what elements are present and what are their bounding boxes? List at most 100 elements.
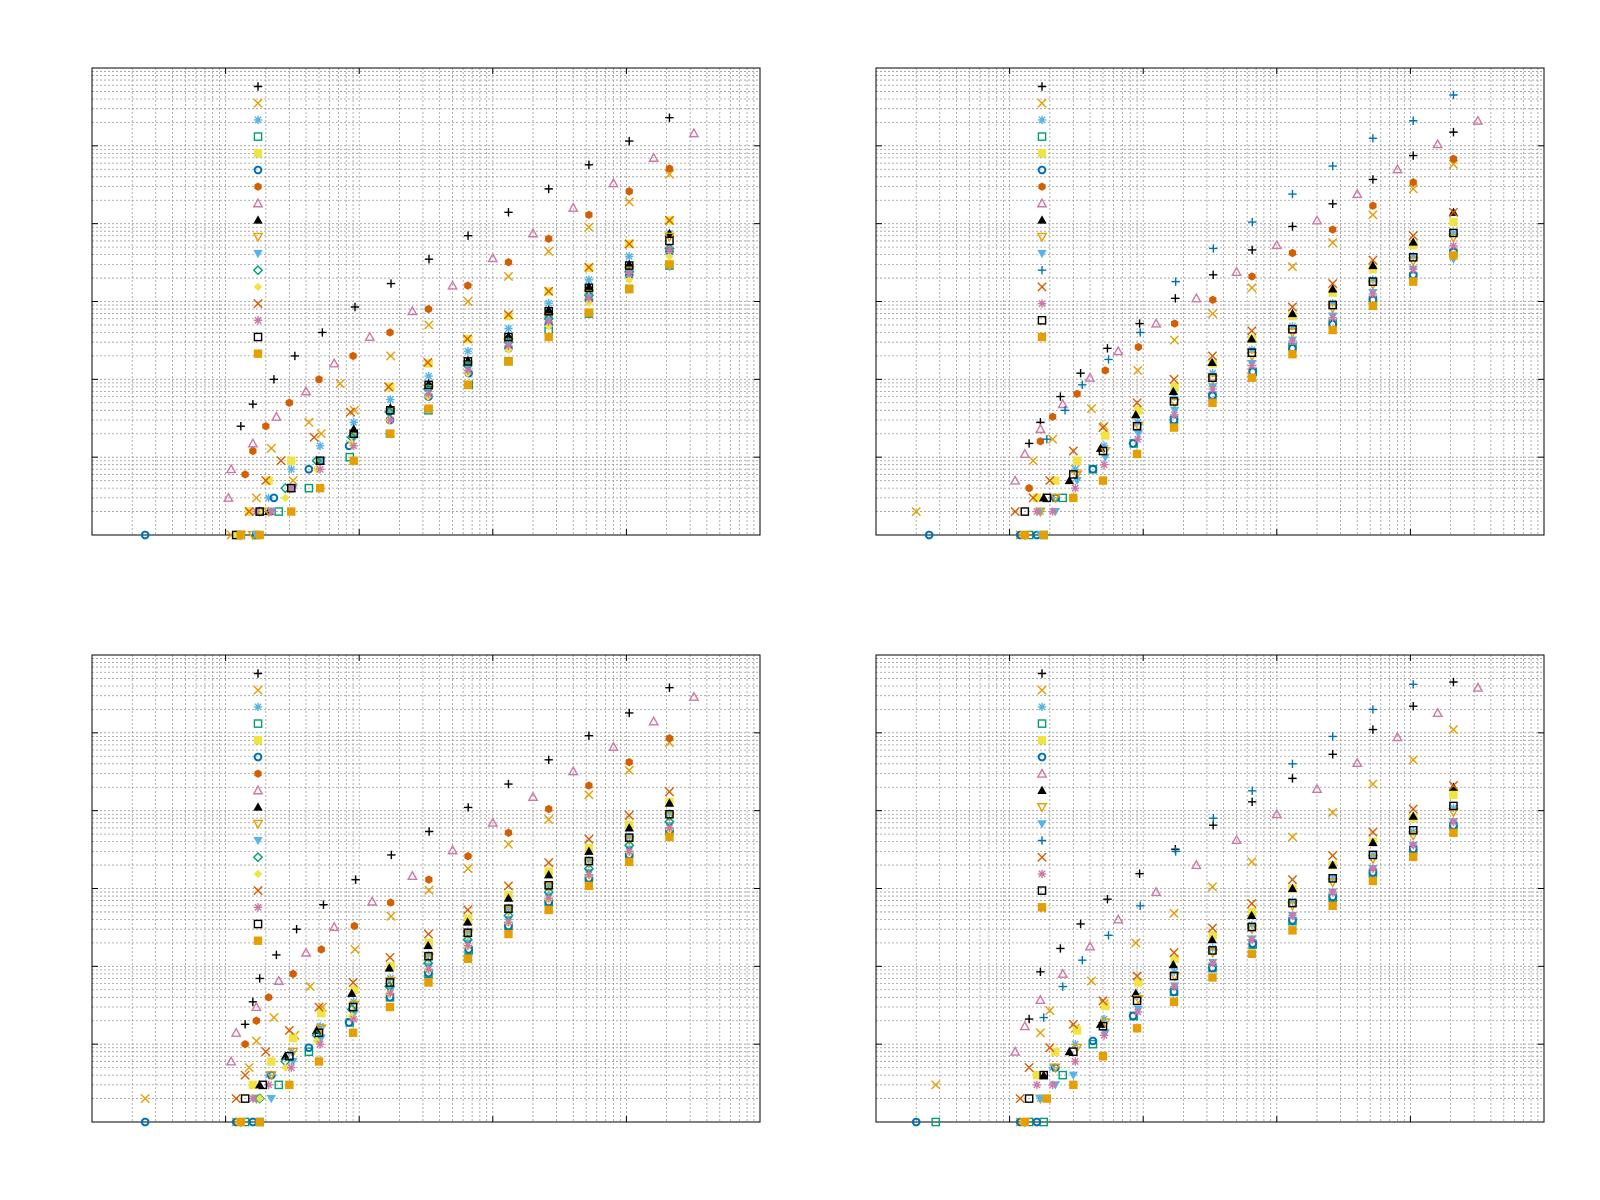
legend [252, 669, 264, 945]
data-point [287, 465, 296, 474]
data-point [911, 1117, 921, 1127]
data-point [289, 969, 297, 979]
data-point [1071, 465, 1080, 474]
data-point [1134, 406, 1143, 415]
data-point [387, 898, 395, 907]
data-point [285, 1051, 294, 1061]
series-argon2d [236, 809, 674, 1127]
data-point [1408, 804, 1418, 814]
data-point [267, 1057, 276, 1066]
data-point [1076, 919, 1085, 929]
data-point [1231, 834, 1242, 845]
data-point [304, 1047, 314, 1057]
data-point [423, 940, 433, 950]
data-point [504, 929, 513, 939]
data-point [544, 184, 553, 194]
data-point [665, 252, 674, 261]
data-point [1449, 251, 1458, 260]
series-catena-butterfly [223, 127, 700, 502]
data-point [1247, 898, 1257, 909]
data-point [240, 1094, 250, 1103]
data-point [665, 113, 674, 122]
legend-marker [1036, 232, 1048, 243]
data-point [625, 708, 634, 718]
data-point [504, 208, 513, 217]
data-point [315, 1039, 325, 1049]
data-point [1169, 997, 1179, 1007]
data-point [1136, 328, 1145, 337]
data-point [1060, 406, 1070, 415]
data-point [1135, 319, 1144, 328]
data-point [1328, 161, 1337, 171]
data-point [248, 399, 258, 409]
data-point [1207, 934, 1217, 944]
data-point [230, 1027, 242, 1037]
data-point [625, 857, 634, 867]
data-point [1104, 355, 1113, 364]
data-point [1287, 262, 1298, 272]
data-point [544, 332, 553, 342]
data-point [447, 844, 458, 855]
data-point [1247, 949, 1257, 958]
legend-marker [253, 149, 263, 158]
data-point [1328, 300, 1337, 310]
data-point [1071, 483, 1080, 493]
data-point [288, 475, 298, 486]
data-point [584, 160, 594, 170]
data-point [1449, 127, 1458, 137]
data-point [1099, 441, 1109, 450]
series-argon [236, 113, 674, 431]
data-point [347, 988, 357, 997]
legend-marker [1037, 752, 1047, 762]
data-point [1101, 366, 1109, 375]
data-point [1069, 1047, 1078, 1057]
data-point [1408, 825, 1418, 835]
legend-marker [253, 669, 263, 678]
legend-marker [252, 784, 264, 795]
data-point [349, 1009, 360, 1018]
data-point [249, 446, 257, 456]
data-point [624, 765, 634, 776]
data-point [462, 334, 473, 344]
data-point [1246, 925, 1258, 935]
data-point [584, 275, 594, 285]
data-point [386, 989, 395, 998]
series-yescrypt-2pw [231, 236, 674, 540]
data-point [625, 269, 634, 278]
data-point [1072, 477, 1082, 486]
data-point [1472, 682, 1484, 692]
data-point [349, 456, 358, 465]
data-point [463, 296, 473, 307]
data-point [1169, 335, 1180, 345]
series-lyra2-sse [1020, 255, 1459, 540]
data-point [319, 900, 328, 909]
data-point [1099, 460, 1109, 469]
data-point [1409, 178, 1417, 187]
legend-marker [253, 132, 263, 141]
data-point [1136, 901, 1145, 910]
series-yescrypt [244, 215, 675, 517]
data-point [1208, 398, 1217, 407]
data-point [1039, 530, 1048, 540]
series-yescrypt-2pw-sse [236, 832, 674, 1127]
data-point [1098, 422, 1108, 433]
data-point [1449, 801, 1458, 811]
data-point [665, 823, 674, 833]
data-point [504, 779, 513, 789]
data-point [285, 398, 293, 407]
data-point [1448, 780, 1459, 791]
legend-marker [253, 702, 263, 712]
data-point [1409, 116, 1418, 125]
data-point [1170, 410, 1179, 420]
data-point [1409, 252, 1418, 261]
data-point [276, 456, 286, 466]
series-lyra2 [235, 232, 675, 541]
legend-marker [1037, 299, 1047, 308]
data-point [1449, 677, 1458, 687]
data-point [350, 921, 358, 931]
data-point [348, 1002, 358, 1012]
data-point [1328, 325, 1337, 335]
data-point [1351, 188, 1363, 199]
legend-marker [1037, 165, 1047, 175]
data-point [1169, 374, 1179, 385]
